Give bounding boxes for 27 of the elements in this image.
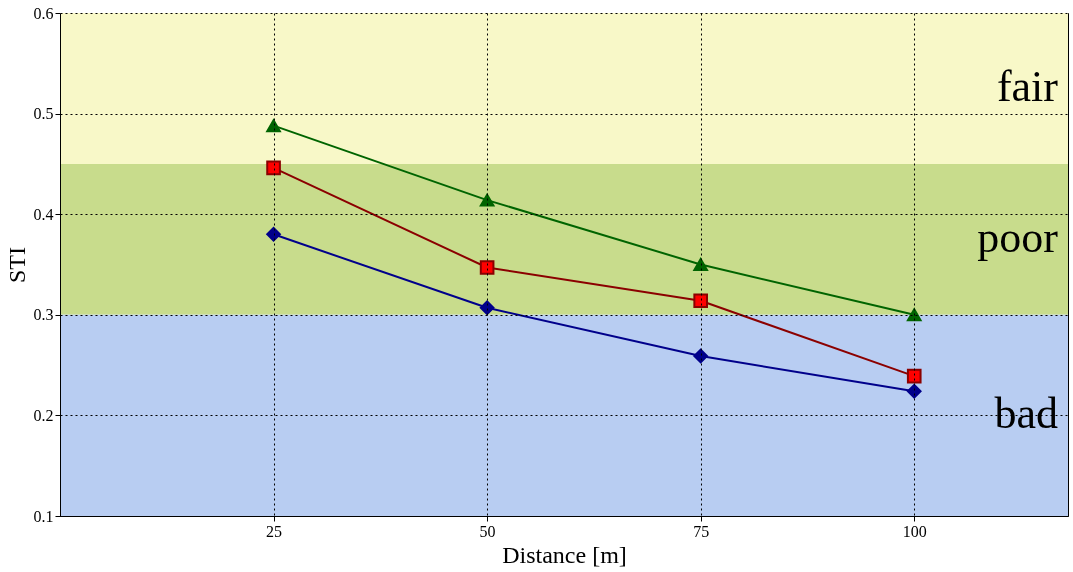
point (906, 308, 922, 322)
x-tick-label: 75 (693, 522, 710, 540)
y-tick-label: 0.5 (33, 105, 54, 123)
x-tick-label: 100 (902, 522, 927, 540)
y-tick-label: 0.2 (33, 406, 54, 424)
y-axis-title: STI (3, 246, 30, 283)
band-label: poor (977, 213, 1059, 263)
x-axis-title: Distance [m] (502, 541, 627, 568)
point (479, 193, 495, 207)
x-tick-label: 50 (479, 522, 496, 540)
y-tick-label: 0.3 (33, 306, 54, 324)
point (479, 260, 495, 275)
y-tick-label: 0.4 (33, 205, 54, 223)
point (266, 160, 281, 176)
y-tick-label: 0.6 (33, 4, 54, 22)
point (266, 119, 281, 133)
point (266, 227, 281, 242)
band-label: fair (996, 62, 1059, 112)
x-tick-label: 25 (266, 522, 283, 540)
y-tick-label: 0.1 (33, 507, 54, 525)
point (906, 383, 922, 399)
point (693, 258, 708, 271)
point (693, 348, 708, 364)
point (479, 300, 495, 316)
band-label: bad (994, 389, 1058, 439)
point (693, 293, 708, 309)
point (906, 368, 922, 384)
